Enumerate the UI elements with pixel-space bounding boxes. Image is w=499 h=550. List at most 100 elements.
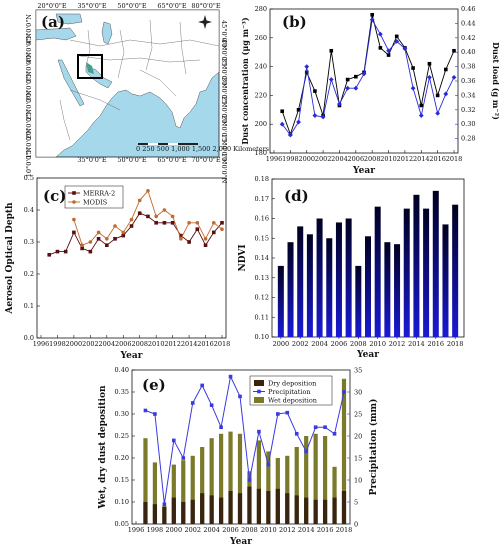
- panel-b-label: (b): [282, 13, 307, 31]
- y-tick-label: 0.4: [24, 206, 34, 214]
- x-tick-label: 2018: [336, 526, 353, 534]
- data-point-MERRA-2: [47, 253, 52, 257]
- data-point-series-0: [419, 103, 424, 108]
- x-tick-label: 2010: [260, 526, 277, 534]
- ndvi-bar: [287, 242, 294, 337]
- data-point-series-0: [378, 46, 383, 50]
- precipitation-point: [209, 403, 214, 407]
- data-point-series-0: [435, 93, 440, 98]
- precipitation-point: [342, 390, 346, 394]
- y-tick-label: 0.17: [255, 195, 269, 203]
- data-point-series-1: [279, 121, 285, 127]
- ndvi-bar: [413, 194, 420, 337]
- y-tick-label: 200: [255, 120, 267, 128]
- panel-a-label: (a): [41, 13, 65, 31]
- dry-deposition-bar: [304, 497, 309, 524]
- data-point-MODIS: [72, 217, 76, 222]
- data-point-MERRA-2: [72, 230, 76, 235]
- y-tick-label: 0.5: [24, 174, 34, 182]
- data-point-MERRA-2: [113, 237, 117, 241]
- precipitation-point: [181, 456, 186, 460]
- data-point-series-1: [296, 119, 301, 125]
- x-tick-label: 2014: [298, 526, 315, 534]
- map-graticule-labels: 20°0'0"E 35°0'0"E 50°0'0"E 65°0'0"E 80°0'0"E…: [25, 2, 228, 184]
- y2-tick-label: 0.46: [461, 5, 475, 13]
- legend-marker: [257, 389, 261, 394]
- map-lat-label: 10°0'0"N: [25, 147, 33, 178]
- x-tick-label: 2000: [166, 526, 183, 534]
- data-point-series-1: [337, 101, 342, 107]
- y2-tick-label: 0.32: [461, 106, 475, 114]
- map-lat-label: 45°0'0"N: [25, 14, 33, 45]
- x-tick-label: 2006: [222, 526, 239, 534]
- x-axis-label: Year: [356, 350, 379, 360]
- data-point-series-1: [320, 114, 326, 120]
- y-tick-label: 220: [255, 91, 267, 99]
- wet-deposition-bar: [152, 462, 158, 524]
- data-point-series-1: [451, 75, 457, 80]
- x-tick-label: 2014: [413, 155, 430, 163]
- wet-deposition-bar: [332, 466, 337, 524]
- precipitation-point: [266, 462, 271, 467]
- dry-deposition-bar: [181, 502, 186, 524]
- map-lat-label-right: 40°0'0"N: [220, 39, 228, 70]
- map-land: [35, 9, 220, 158]
- data-point-MODIS: [211, 221, 216, 225]
- data-point-MODIS: [96, 230, 101, 235]
- legend-swatch: [254, 397, 264, 403]
- wet-deposition-bar: [256, 440, 262, 524]
- scale-bar-label: 0 250 500 1,000 1,500 2,000 Kilometers: [136, 145, 269, 153]
- map-lat-label: 20°0'0"N: [25, 109, 33, 140]
- y2-tick-label: 10: [354, 477, 362, 485]
- y-tick-label: 280: [255, 5, 267, 13]
- aod-chart: 1996 1998 2000 2002 2004 2006 2008 2010 2012 2014…: [5, 174, 230, 361]
- data-point-MODIS: [113, 224, 117, 228]
- wet-deposition-bar: [200, 447, 205, 524]
- legend-marker: [72, 191, 76, 195]
- data-point-series-1: [435, 111, 441, 116]
- data-point-MODIS: [121, 230, 126, 235]
- precipitation-point: [200, 383, 204, 388]
- ndvi-bar: [423, 208, 430, 337]
- data-point-MERRA-2: [154, 221, 158, 225]
- x-tick-label: 2006: [348, 155, 365, 163]
- wet-deposition-bar: [237, 433, 243, 524]
- data-point-MERRA-2: [63, 249, 68, 254]
- data-point-series-1: [369, 17, 375, 23]
- map-lon-label: 80°0'0"E: [191, 2, 221, 10]
- panel-d-label: (d): [284, 187, 309, 205]
- data-point-MODIS: [162, 208, 167, 212]
- y-tick-label: 0.20: [115, 454, 129, 462]
- y-tick-label: 0.25: [115, 432, 129, 440]
- data-point-MODIS: [137, 198, 142, 203]
- ndvi-bar: [316, 218, 323, 337]
- ndvi-bar: [394, 244, 401, 337]
- precipitation-point: [323, 425, 327, 429]
- y-tick-label: 0.3: [24, 238, 34, 246]
- series-line-1: [281, 18, 455, 136]
- data-point-MERRA-2: [187, 240, 191, 244]
- y-tick-label: 0.18: [255, 175, 269, 183]
- y2-tick-label: 0.38: [461, 63, 475, 71]
- data-point-MODIS: [195, 221, 200, 225]
- dry-deposition-bar: [294, 495, 299, 524]
- data-point-series-0: [280, 109, 284, 114]
- data-point-MODIS: [80, 243, 84, 247]
- data-point-MODIS: [88, 240, 93, 244]
- data-point-series-1: [410, 85, 416, 91]
- x-tick-label: 2012: [389, 340, 406, 348]
- precipitation-point: [304, 449, 308, 454]
- y-tick-label: 0.14: [255, 254, 269, 262]
- map-sea-caspian: [101, 21, 113, 45]
- dry-deposition-bar: [247, 486, 252, 524]
- y2-tick-label: 0.30: [461, 120, 475, 128]
- map-sea-red: [57, 59, 85, 107]
- map-lon-label: 50°0'0"E: [117, 2, 147, 10]
- data-point-series-1: [287, 132, 293, 138]
- data-point-series-0: [354, 74, 358, 79]
- data-point-series-0: [452, 48, 456, 53]
- x-tick-label: 2012: [164, 340, 181, 348]
- precipitation-point: [172, 438, 176, 443]
